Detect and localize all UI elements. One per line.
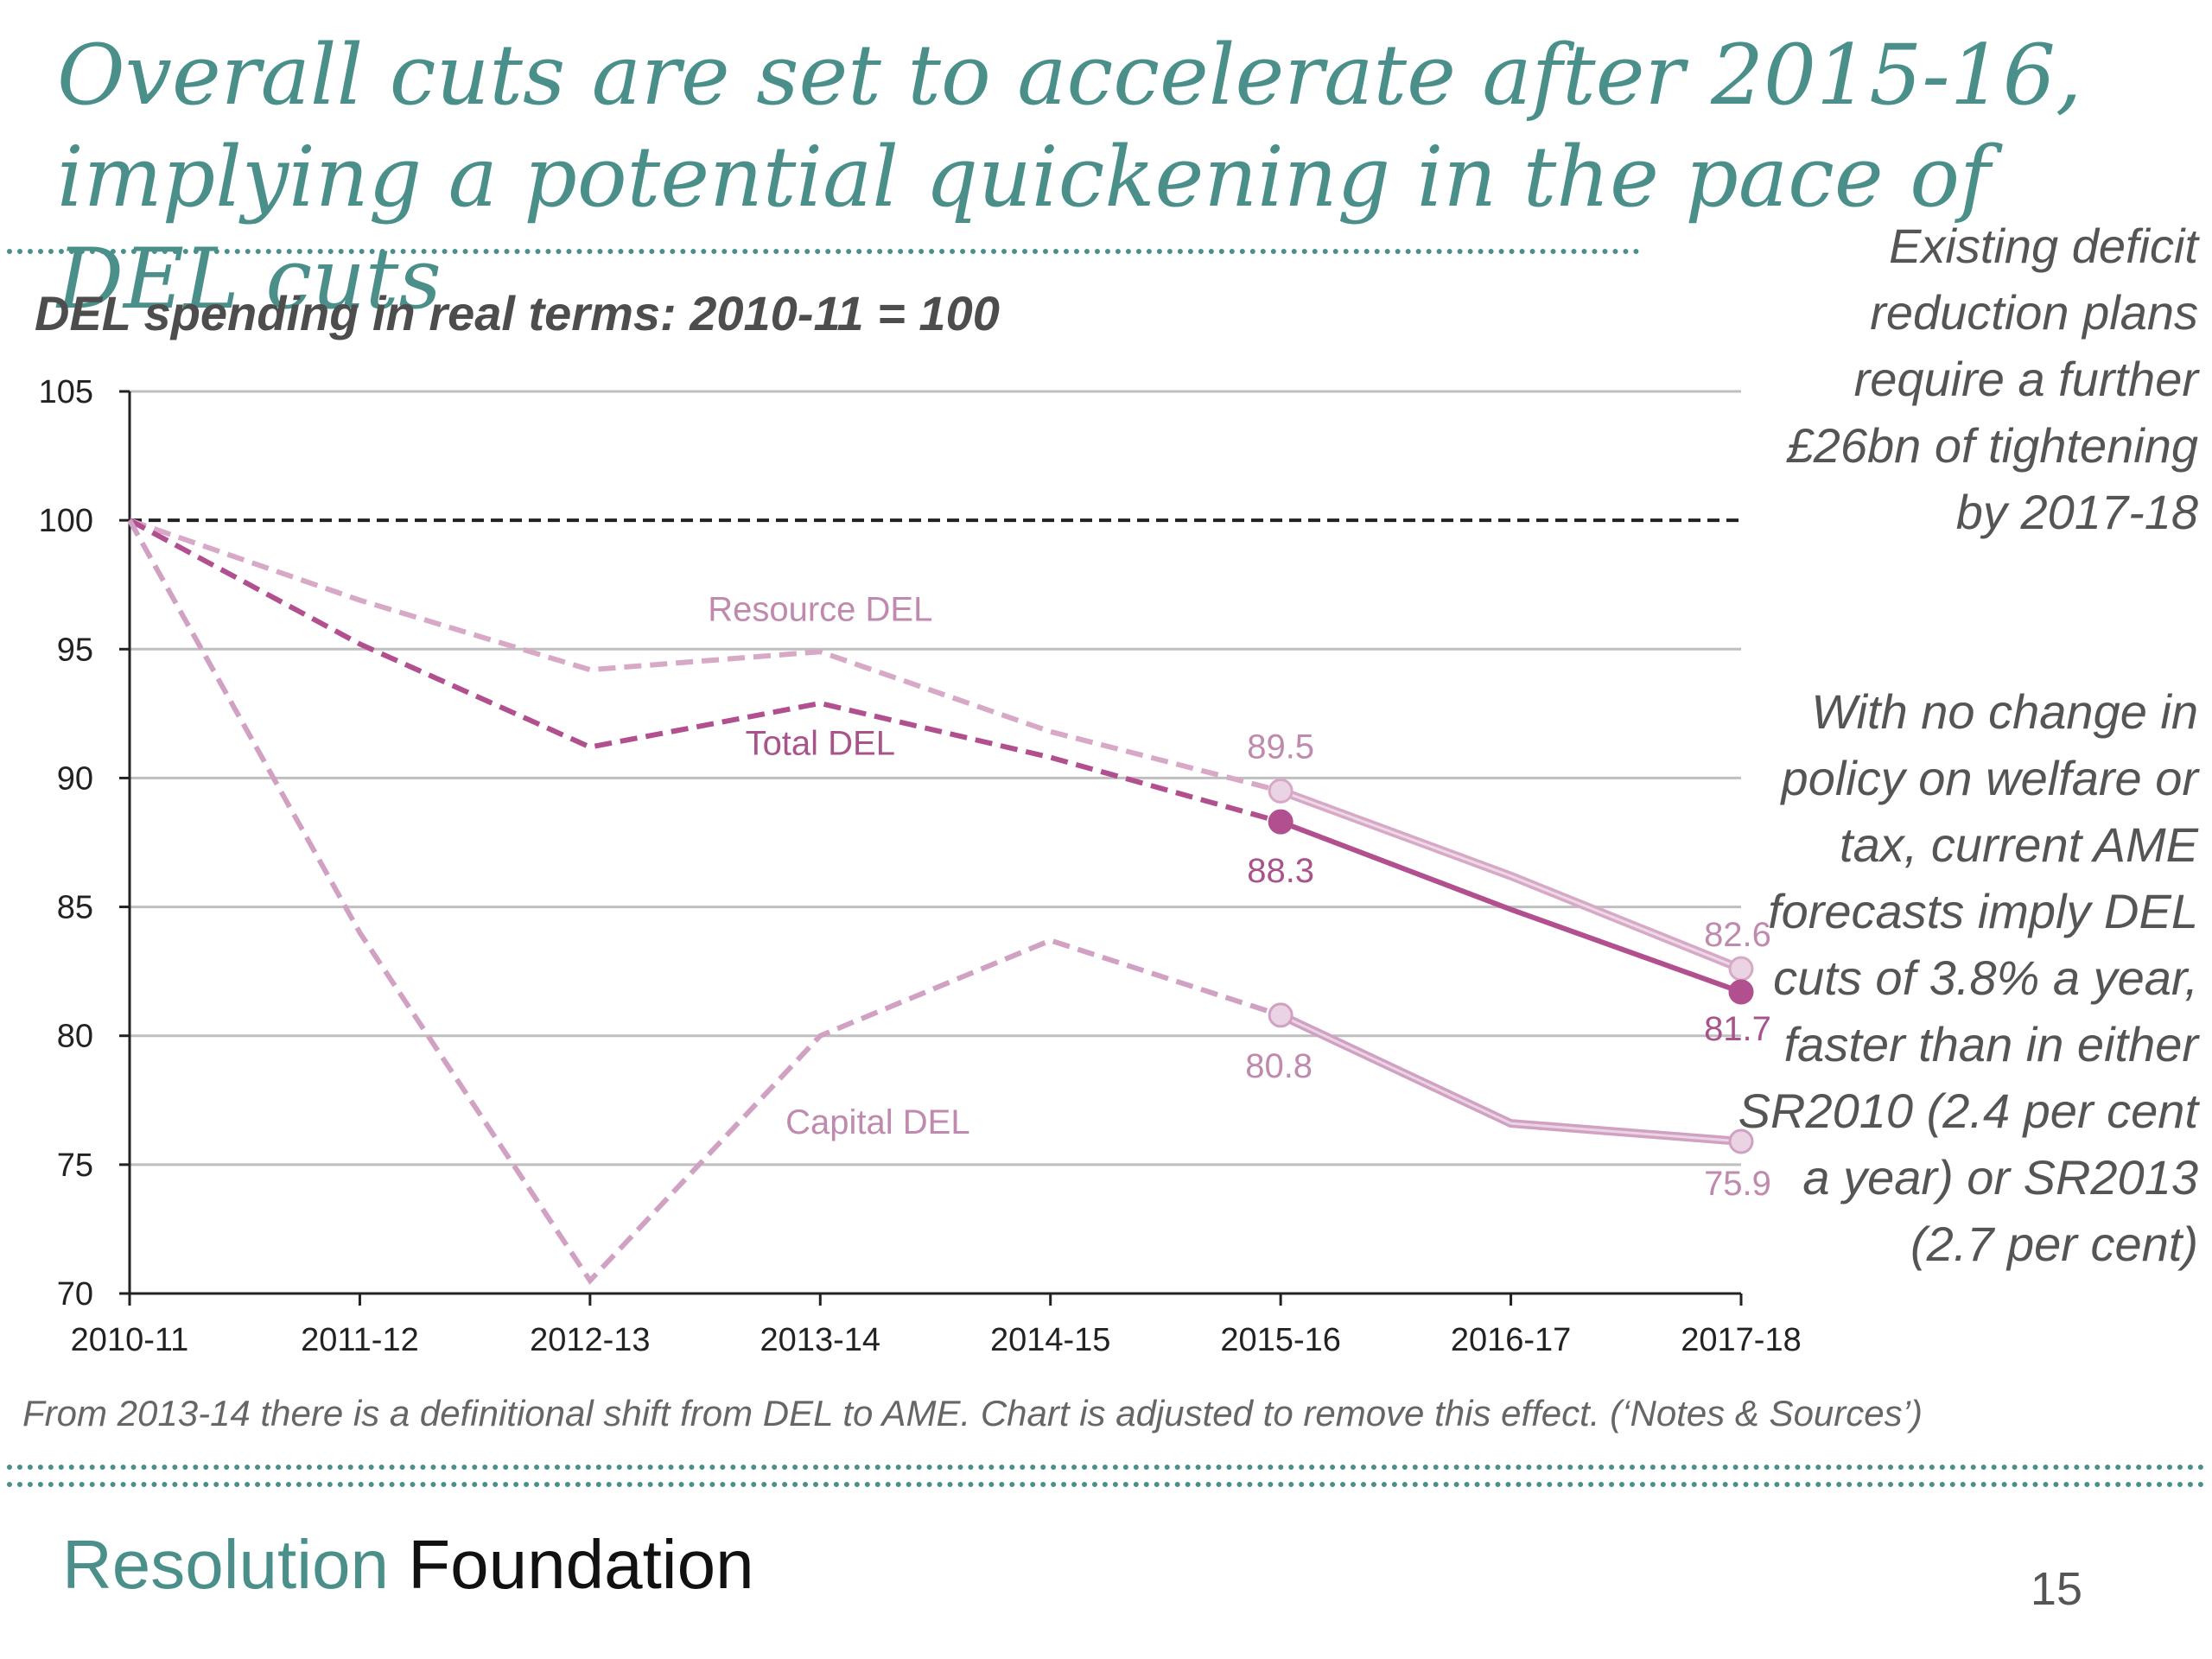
x-tick-label-2014-15: 2014-15 <box>990 1322 1110 1358</box>
x-tick-label-2013-14: 2013-14 <box>760 1322 880 1358</box>
series-resource-del-historic-line <box>129 518 1281 794</box>
chart-footnote: From 2013-14 there is a definitional shi… <box>22 1393 1923 1433</box>
logo-word-foundation: Foundation <box>408 1526 754 1603</box>
y-tick-label-105: 105 <box>39 374 93 410</box>
data-label-capital-del-2017-18: 75.9 <box>1704 1165 1771 1203</box>
x-tick-label-2010-11: 2010-11 <box>71 1322 189 1358</box>
y-tick-label-75: 75 <box>57 1147 93 1184</box>
data-label-total-del-2015-16: 88.3 <box>1247 852 1314 890</box>
data-label-total-del-2017-18: 81.7 <box>1704 1010 1771 1048</box>
x-tick-label-2012-13: 2012-13 <box>530 1322 650 1358</box>
data-label-resource-del-2015-16: 89.5 <box>1247 728 1314 766</box>
gridlines <box>130 390 1741 1166</box>
marker-resource-del-2015-16 <box>1268 778 1294 804</box>
data-label-capital-del-2015-16: 80.8 <box>1245 1047 1313 1085</box>
marker-total-del-2015-16 <box>1268 809 1294 835</box>
marker-capital-del-2015-16 <box>1268 1002 1294 1028</box>
x-tick-label-2016-17: 2016-17 <box>1451 1322 1571 1358</box>
series-total-del-projection-line <box>1280 819 1743 995</box>
page-number: 15 <box>2030 1563 2082 1615</box>
series-resource-del-projection-highlight <box>1280 789 1742 970</box>
data-label-resource-del-2017-18: 82.6 <box>1704 916 1771 954</box>
x-tick-label-2017-18: 2017-18 <box>1681 1322 1801 1358</box>
y-tick-label-100: 100 <box>39 503 93 539</box>
title-divider <box>7 249 1640 254</box>
footer-divider <box>7 1465 2205 1487</box>
axes <box>119 390 1743 1306</box>
series-label-resource-del: Resource DEL <box>708 590 932 628</box>
side-note-ame-forecast: With no change in policy on welfare or t… <box>1738 684 2198 1271</box>
y-tick-label-90: 90 <box>57 760 93 797</box>
chart-title: DEL spending in real terms: 2010-11 = 10… <box>35 286 1000 340</box>
y-tick-label-70: 70 <box>57 1276 93 1313</box>
marker-total-del-2017-18 <box>1728 979 1754 1005</box>
line-chart: 105 100 95 90 85 80 75 70 2010-11 2011-12 2012-13 2… <box>39 374 1802 1358</box>
series-label-total-del: Total DEL <box>746 725 895 763</box>
x-tick-label-2011-12: 2011-12 <box>301 1322 419 1358</box>
y-tick-label-80: 80 <box>57 1019 93 1055</box>
series-label-capital-del: Capital DEL <box>785 1103 969 1141</box>
y-tick-label-95: 95 <box>57 632 93 668</box>
marker-capital-del-2017-18 <box>1728 1128 1754 1154</box>
series-total-del-historic-line <box>128 518 1281 825</box>
x-tick-label-2015-16: 2015-16 <box>1220 1322 1340 1358</box>
logo-word-resolution: Resolution <box>62 1526 390 1603</box>
side-note-deficit: Existing deficit reduction plans require… <box>1786 219 2198 539</box>
chart-labels: 105 100 95 90 85 80 75 70 2010-11 2011-12 2012-13 2… <box>39 374 1802 1358</box>
series-lines <box>127 518 1754 1285</box>
series-capital-del-projection-highlight <box>1280 1014 1742 1143</box>
y-tick-label-85: 85 <box>57 890 93 926</box>
series-capital-del-historic-line <box>127 518 1282 1285</box>
logo: Resolution Foundation <box>62 1525 754 1605</box>
slide-title: Overall cuts are set to accelerate after… <box>57 27 2082 327</box>
